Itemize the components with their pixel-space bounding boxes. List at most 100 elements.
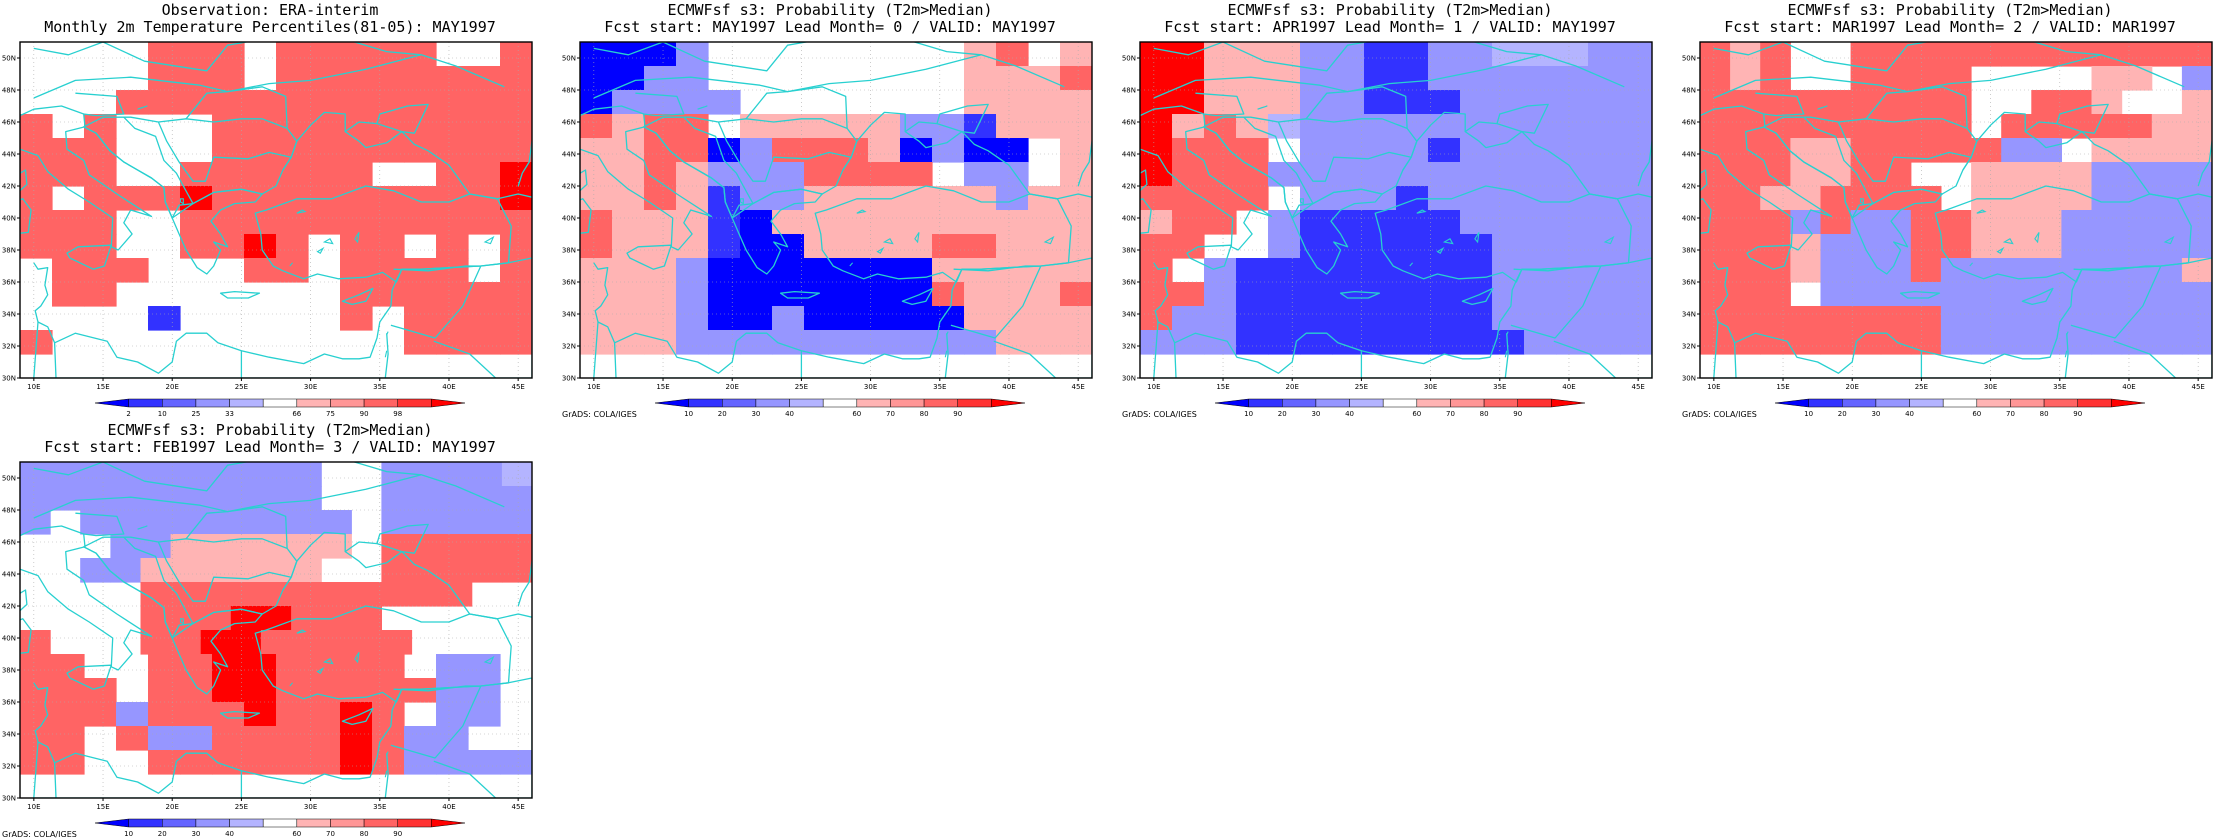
grid-cell <box>212 90 245 115</box>
grid-cell <box>1428 234 1461 259</box>
grid-cell <box>500 138 532 163</box>
coastline <box>66 664 112 690</box>
colorbar-label: 40 <box>785 410 794 418</box>
grid-cell <box>1760 42 1791 67</box>
grid-cell <box>1620 186 1652 211</box>
colorbar-label: 10 <box>158 410 167 418</box>
grid-cell <box>1300 282 1333 307</box>
grid-cell <box>580 114 613 139</box>
lat-tick-label: 50N <box>2 475 16 483</box>
grid-cell <box>436 654 469 679</box>
boundary-line <box>1029 193 1092 200</box>
grid-cell <box>212 702 245 727</box>
grid-cell <box>340 234 373 259</box>
grid-cell <box>1140 186 1173 211</box>
grid-cell <box>1028 234 1061 259</box>
grid-cell <box>340 90 373 115</box>
lon-tick-label: 35E <box>933 383 946 391</box>
grid-cell <box>140 606 172 631</box>
coastline <box>33 677 532 798</box>
map-panel: ECMWFsf s3: Probability (T2m>Median) Fcst… <box>1120 0 1660 420</box>
grid-cell <box>244 186 277 211</box>
colorbar-segment <box>1248 398 1283 408</box>
grid-cell <box>1364 258 1397 283</box>
lon-tick-label: 15E <box>656 383 669 391</box>
lake-outline <box>1409 262 1414 267</box>
grid-cell <box>1492 258 1525 283</box>
grid-cell <box>996 186 1029 211</box>
lat-tick-label: 36N <box>2 699 16 707</box>
grid-cell <box>2181 210 2212 235</box>
grid-cell <box>1820 90 1852 115</box>
lake-outline <box>289 682 294 687</box>
panel-title: ECMWFsf s3: Probability (T2m>Median) <box>1787 1 2113 19</box>
lat-tick-label: 48N <box>1122 87 1136 95</box>
grid-cell <box>340 210 373 235</box>
grid-cell <box>20 114 53 139</box>
lat-tick-label: 34N <box>562 311 576 319</box>
grid-cell <box>1428 282 1461 307</box>
coastline <box>344 121 403 149</box>
grid-cell <box>964 114 997 139</box>
grid-cell <box>110 558 142 583</box>
colorbar-segment <box>822 398 858 408</box>
colorbar-segment <box>195 818 230 828</box>
lon-tick-label: 35E <box>373 803 386 811</box>
grid-cell <box>1300 138 1333 163</box>
grid-cell <box>708 138 741 163</box>
grid-cell <box>170 462 202 487</box>
grid-cell <box>1556 330 1589 355</box>
grid-cell <box>2181 330 2212 355</box>
grid-cell <box>1268 306 1301 331</box>
grid-cell <box>52 702 85 727</box>
grid-cell <box>1790 162 1822 187</box>
boundary-line <box>1153 262 1169 323</box>
colorbar-segment <box>1909 398 1944 408</box>
coastline <box>2021 287 2054 306</box>
boundary-line <box>1803 116 1874 204</box>
grid-cell <box>180 42 213 67</box>
lon-tick-label: 25E <box>235 803 248 811</box>
panel-subtitle: Fcst start: MAR1997 Lead Month= 2 / VALI… <box>1724 18 2176 36</box>
grid-cell <box>436 162 469 187</box>
grid-cell <box>148 678 181 703</box>
colorbar-segment <box>330 818 365 828</box>
grid-cell <box>1940 66 1972 91</box>
grid-cell <box>468 210 501 235</box>
colorbar-label: 66 <box>292 410 301 418</box>
grid-cell <box>1332 162 1365 187</box>
boundary-line <box>745 86 848 129</box>
grid-cell <box>1268 282 1301 307</box>
grid-cell <box>1204 138 1237 163</box>
colorbar-segment <box>94 398 129 408</box>
grid-cell <box>468 114 501 139</box>
grid-cell <box>1060 42 1092 67</box>
boundary-line <box>643 126 733 219</box>
coastline <box>1464 121 1523 149</box>
grid-cell <box>1300 114 1333 139</box>
grid-cell <box>2151 42 2183 67</box>
colorbar-label: 20 <box>1278 410 1287 418</box>
lake-outline <box>296 209 307 214</box>
lat-tick-label: 50N <box>562 55 576 63</box>
grid-cell <box>932 234 965 259</box>
grid-cell <box>2151 234 2183 259</box>
grid-cell <box>84 702 117 727</box>
grid-cell <box>1620 234 1652 259</box>
lon-tick-label: 45E <box>2191 383 2204 391</box>
grid-cell <box>1971 42 2002 67</box>
grid-cell <box>2001 138 2032 163</box>
grid-cell <box>804 234 837 259</box>
boundary-line <box>33 462 422 492</box>
boundary-line <box>33 262 49 323</box>
grid-cell <box>501 462 532 487</box>
colorbar-segment <box>262 818 298 828</box>
grid-cell <box>436 186 469 211</box>
lon-tick-label: 20E <box>1846 383 1859 391</box>
coastline <box>1700 105 1833 251</box>
lon-tick-label: 30E <box>304 383 317 391</box>
grid-cell <box>836 234 869 259</box>
grid-cell <box>2001 306 2032 331</box>
grid-cell <box>351 630 382 655</box>
grid-cell <box>1588 114 1621 139</box>
